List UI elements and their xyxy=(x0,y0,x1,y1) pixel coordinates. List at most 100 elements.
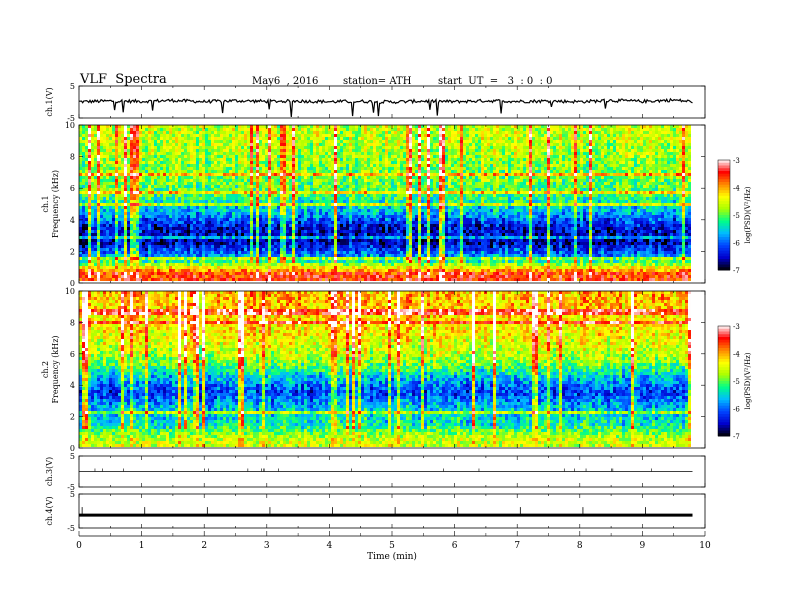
spectrogram-cell xyxy=(496,137,499,140)
spectrogram-cell xyxy=(94,167,97,170)
spectrogram-cell xyxy=(487,173,490,176)
spectrogram-cell xyxy=(526,128,529,131)
spectrogram-cell xyxy=(85,197,88,200)
spectrogram-cell xyxy=(319,131,322,134)
spectrogram-cell xyxy=(262,158,265,161)
spectrogram-cell xyxy=(454,161,457,164)
spectrogram-cell xyxy=(535,146,538,149)
spectrogram-cell xyxy=(658,164,661,167)
spectrogram-cell xyxy=(241,179,244,182)
spectrogram-cell xyxy=(223,152,226,155)
spectrogram-cell xyxy=(610,182,613,185)
spectrogram-cell xyxy=(244,185,247,188)
spectrogram-cell xyxy=(487,149,490,152)
spectrogram-cell xyxy=(196,155,199,158)
spectrogram-cell xyxy=(361,158,364,161)
spectrogram-cell xyxy=(340,149,343,152)
spectrogram-cell xyxy=(211,146,214,149)
spectrogram-cell xyxy=(475,173,478,176)
spectrogram-cell xyxy=(103,128,106,131)
spectrogram-cell xyxy=(163,134,166,137)
spectrogram-cell xyxy=(184,131,187,134)
spectrogram-cell xyxy=(688,176,691,179)
spectrogram-cell xyxy=(376,170,379,173)
spectrogram-cell xyxy=(607,176,610,179)
spectrogram-cell xyxy=(349,158,352,161)
spectrogram-cell xyxy=(259,146,262,149)
spectrogram-cell xyxy=(133,125,136,128)
spectrogram-cell xyxy=(304,128,307,131)
spectrogram-cell xyxy=(100,191,103,194)
spectrogram-cell xyxy=(490,182,493,185)
spectrogram-cell xyxy=(496,140,499,143)
spectrogram-cell xyxy=(676,179,679,182)
spectrogram-cell xyxy=(148,134,151,137)
spectrogram-cell xyxy=(469,125,472,128)
spectrogram-cell xyxy=(358,176,361,179)
spectrogram-cell xyxy=(598,158,601,161)
spectrogram-cell xyxy=(442,128,445,131)
spectrogram-cell xyxy=(457,134,460,137)
spectrogram-cell xyxy=(232,173,235,176)
spectrogram-cell xyxy=(181,188,184,191)
spectrogram-cell xyxy=(256,182,259,185)
spectrogram-cell xyxy=(673,143,676,146)
spectrogram-cell xyxy=(562,146,565,149)
spectrogram-cell xyxy=(181,197,184,200)
spectrogram-cell xyxy=(94,161,97,164)
spectrogram-cell xyxy=(622,167,625,170)
spectrogram-cell xyxy=(103,173,106,176)
spectrogram-cell xyxy=(631,131,634,134)
spectrogram-cell xyxy=(79,149,82,152)
spectrogram-cell xyxy=(646,194,649,197)
spectrogram-cell xyxy=(415,176,418,179)
spectrogram-cell xyxy=(190,152,193,155)
spectrogram-cell xyxy=(397,176,400,179)
spectrogram-cell xyxy=(373,173,376,176)
spectrogram-cell xyxy=(514,143,517,146)
spectrogram-cell xyxy=(595,188,598,191)
spectrogram-cell xyxy=(199,161,202,164)
spectrogram-cell xyxy=(121,155,124,158)
spectrogram-cell xyxy=(289,185,292,188)
spectrogram-cell xyxy=(643,191,646,194)
spectrogram-cell xyxy=(136,155,139,158)
spectrogram-cell xyxy=(376,125,379,128)
spectrogram-cell xyxy=(526,185,529,188)
spectrogram-cell xyxy=(571,143,574,146)
spectrogram-cell xyxy=(643,143,646,146)
spectrogram-cell xyxy=(226,161,229,164)
spectrogram-cell xyxy=(385,194,388,197)
spectrogram-cell xyxy=(139,167,142,170)
spectrogram-cell xyxy=(169,188,172,191)
spectrogram-cell xyxy=(421,158,424,161)
spectrogram-cell xyxy=(640,161,643,164)
spectrogram-cell xyxy=(583,137,586,140)
spectrogram-cell xyxy=(541,140,544,143)
spectrogram-cell xyxy=(94,140,97,143)
spectrogram-cell xyxy=(427,137,430,140)
spectrogram-cell xyxy=(280,137,283,140)
spectrogram-cell xyxy=(238,173,241,176)
spectrogram-cell xyxy=(658,179,661,182)
spectrogram-cell xyxy=(166,128,169,131)
spectrogram-cell xyxy=(442,140,445,143)
spectrogram-cell xyxy=(553,176,556,179)
spectrogram-cell xyxy=(88,158,91,161)
spectrogram-cell xyxy=(160,128,163,131)
spectrogram-cell xyxy=(205,182,208,185)
spectrogram-cell xyxy=(544,140,547,143)
spectrogram-cell xyxy=(97,176,100,179)
spectrogram-cell xyxy=(529,155,532,158)
spectrogram-cell xyxy=(490,134,493,137)
spectrogram-cell xyxy=(634,173,637,176)
spectrogram-cell xyxy=(220,131,223,134)
spectrogram-cell xyxy=(499,179,502,182)
spectrogram-cell xyxy=(460,140,463,143)
spectrogram-cell xyxy=(166,140,169,143)
spectrogram-cell xyxy=(223,140,226,143)
spectrogram-cell xyxy=(202,197,205,200)
spectrogram-cell xyxy=(493,173,496,176)
spectrogram-cell xyxy=(166,173,169,176)
spectrogram-cell xyxy=(685,140,688,143)
